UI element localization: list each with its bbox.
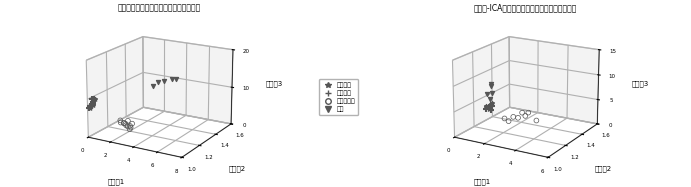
Title: 直接对四种观测信号特征融合样本分布图: 直接对四种观测信号特征融合样本分布图: [117, 3, 200, 12]
X-axis label: 主分量1: 主分量1: [107, 179, 124, 186]
Y-axis label: 主分量2: 主分量2: [595, 166, 612, 172]
X-axis label: 主分量1: 主分量1: [473, 179, 491, 186]
Legend: 外圈故障, 内圈故障, 滚动体故障, 正常: 外圈故障, 内圈故障, 滚动体故障, 正常: [319, 79, 358, 115]
Title: 滑动熵-ICA提取四种信号后特征融合样本分布图: 滑动熵-ICA提取四种信号后特征融合样本分布图: [473, 3, 577, 12]
Y-axis label: 主分量2: 主分量2: [229, 166, 245, 172]
